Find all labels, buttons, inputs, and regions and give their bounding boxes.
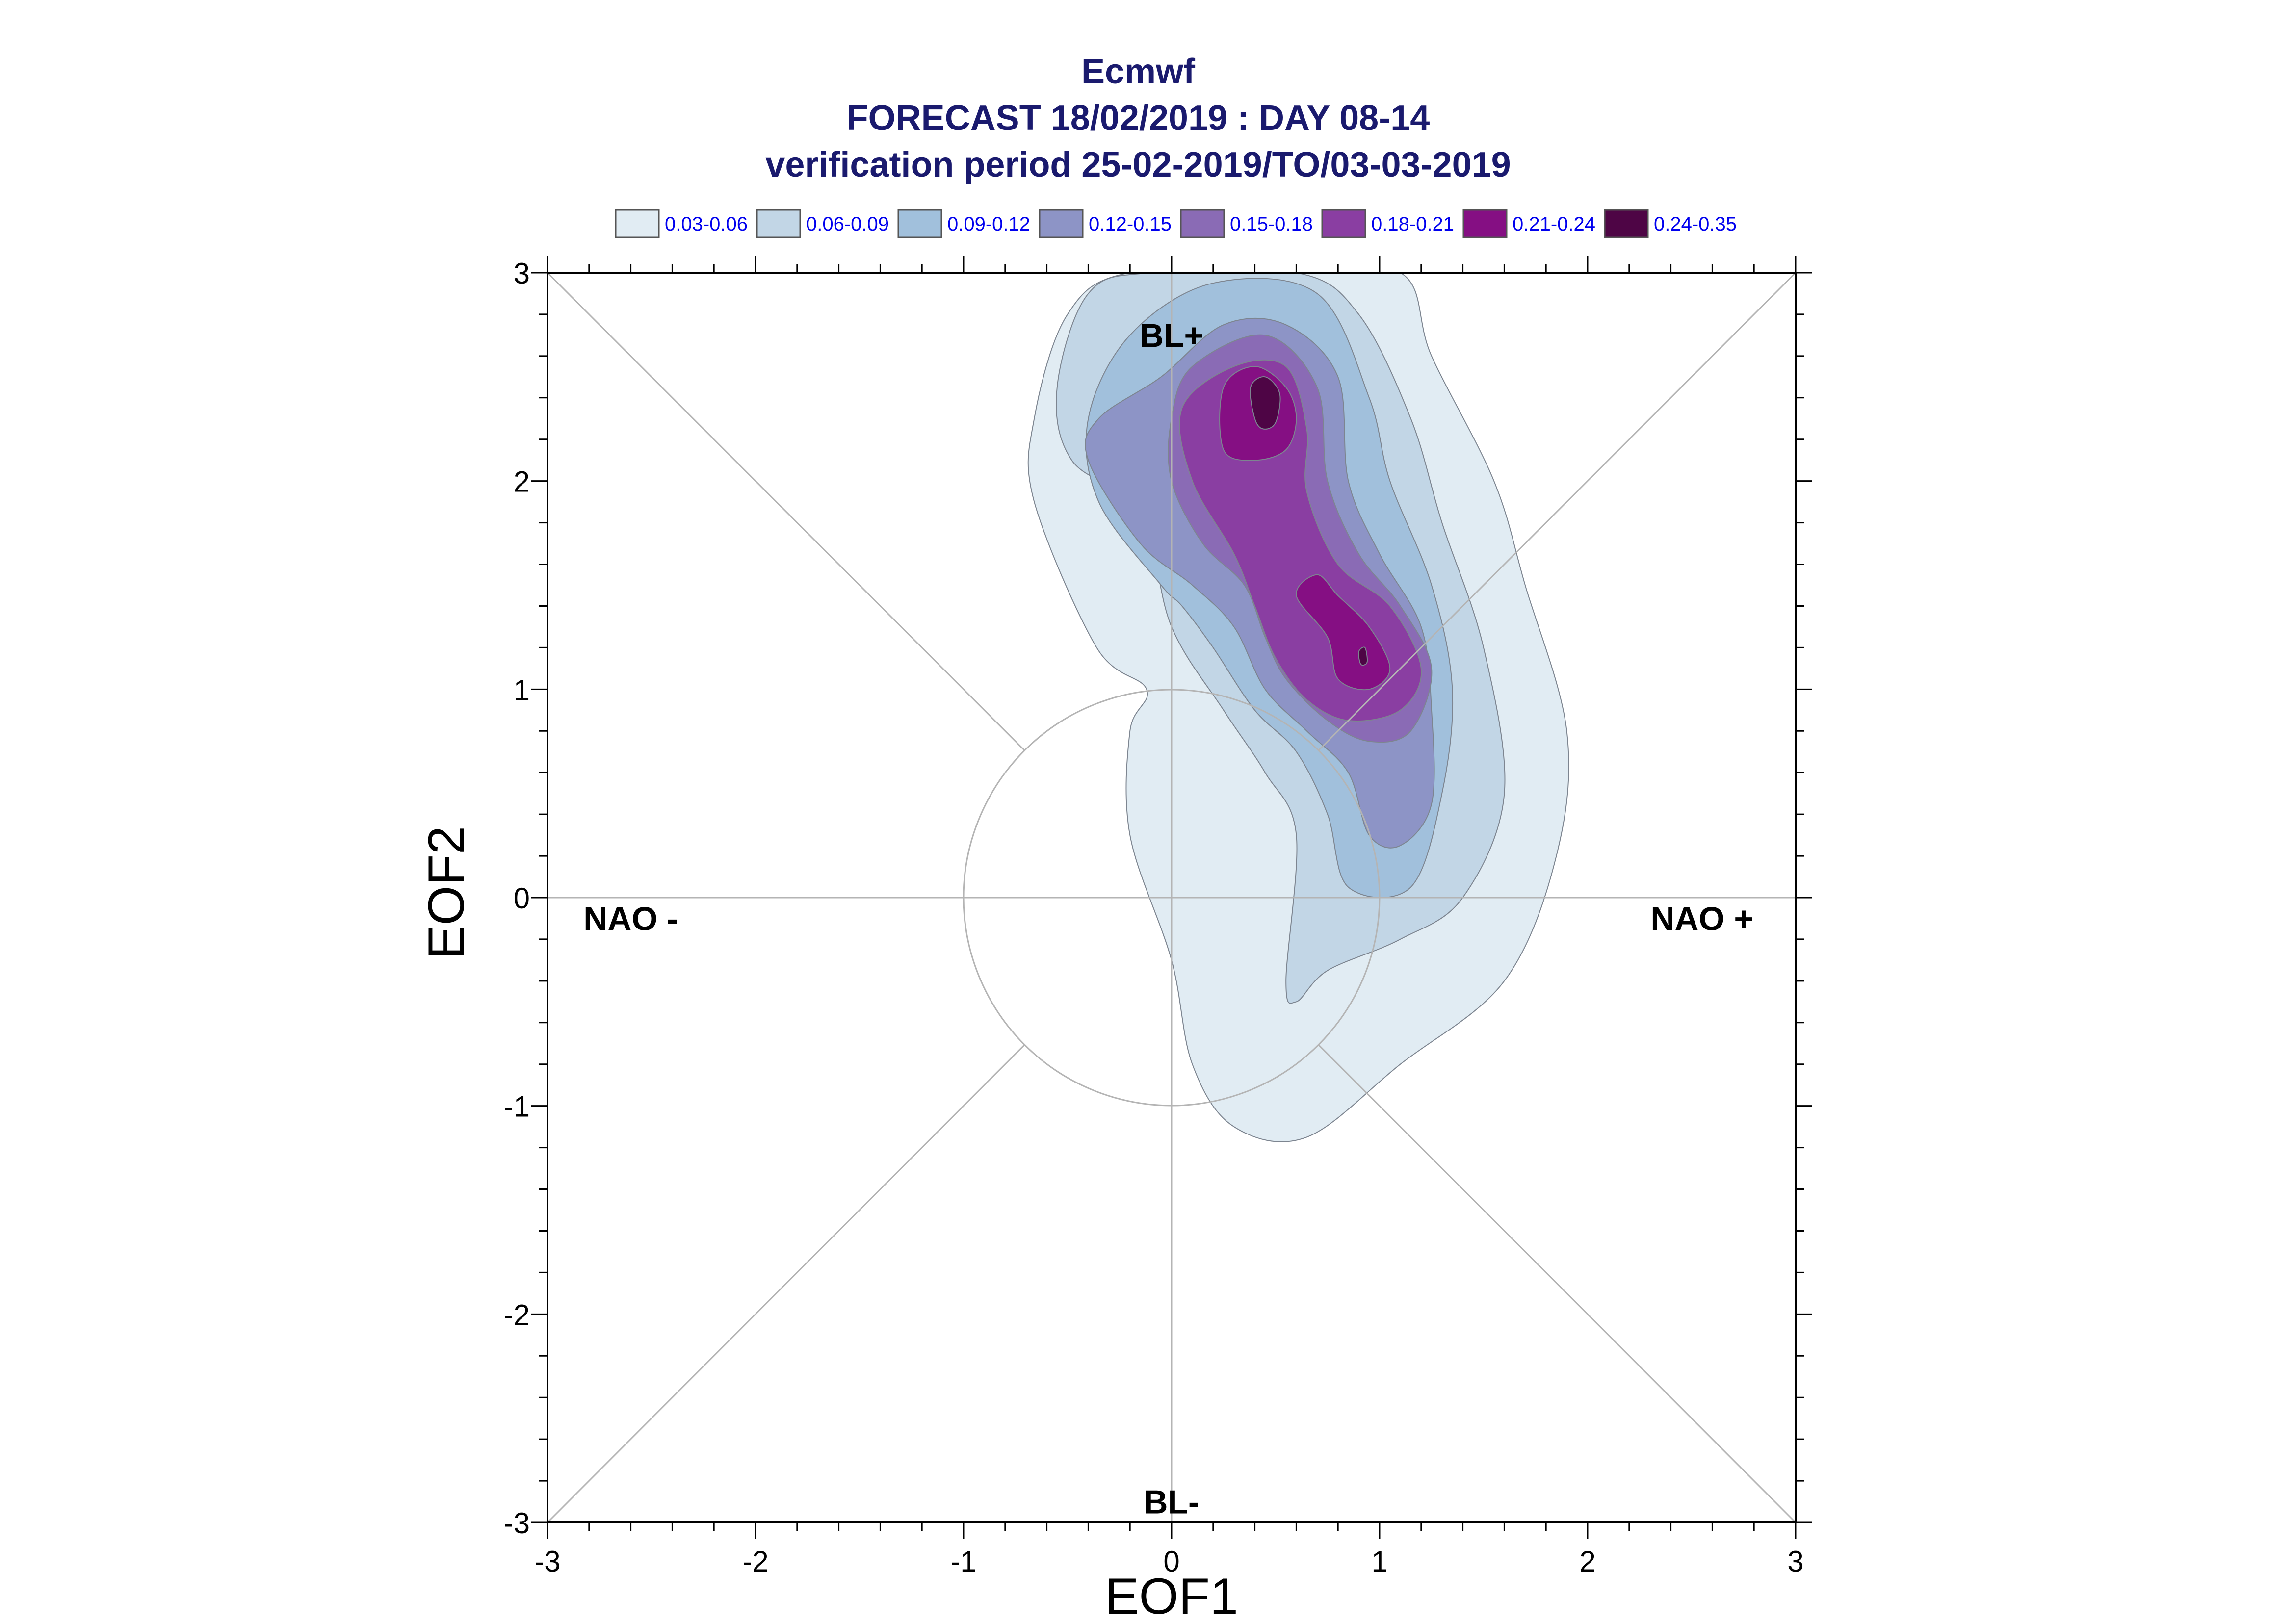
legend-label: 0.18-0.21: [1371, 213, 1454, 235]
y-axis-label: EOF2: [418, 826, 475, 959]
legend-swatch: [897, 209, 942, 238]
legend-swatch: [756, 209, 801, 238]
legend-label: 0.24-0.35: [1654, 213, 1737, 235]
legend-swatch: [1321, 209, 1366, 238]
density-contour-0.24-0.35: [1250, 376, 1281, 430]
x-axis-label: EOF1: [1105, 1568, 1238, 1624]
y-tick-label: -1: [504, 1090, 530, 1123]
legend-swatch: [1039, 209, 1084, 238]
diagonal-line: [1318, 272, 1797, 751]
legend-label: 0.12-0.15: [1089, 213, 1172, 235]
legend-label: 0.03-0.06: [665, 213, 748, 235]
x-tick-label: -3: [534, 1545, 560, 1578]
chart-title: Ecmwf FORECAST 18/02/2019 : DAY 08-14 ve…: [765, 52, 1511, 184]
y-tick-label: 3: [514, 257, 530, 290]
y-tick-label: 0: [514, 882, 530, 915]
density-contour-0.24-0.35: [1358, 646, 1368, 666]
diagonal-line: [1318, 1044, 1797, 1523]
legend-swatch: [615, 209, 660, 238]
x-tick-label: 1: [1371, 1545, 1387, 1578]
title-line-2: FORECAST 18/02/2019 : DAY 08-14: [847, 99, 1430, 138]
region-label: BL+: [1140, 317, 1203, 354]
diagonal-line: [547, 1044, 1025, 1523]
legend-label: 0.06-0.09: [806, 213, 889, 235]
legend-swatch: [1180, 209, 1225, 238]
title-line-1: Ecmwf: [1081, 52, 1196, 91]
y-tick-label: 2: [514, 465, 530, 498]
x-tick-label: 0: [1163, 1545, 1179, 1578]
x-tick-label: -2: [742, 1545, 768, 1578]
axes: -3 -2 -1 0 1 2 3 -3 -2 -1 0 1 2 3: [504, 256, 1812, 1578]
x-tick-label: -1: [950, 1545, 976, 1578]
title-line-3: verification period 25-02-2019/TO/03-03-…: [765, 145, 1511, 184]
y-tick-label: -2: [504, 1298, 530, 1331]
region-label: NAO -: [583, 900, 678, 937]
region-label: BL-: [1144, 1484, 1199, 1521]
legend-swatch: [1604, 209, 1649, 238]
legend: 0.03-0.06 0.06-0.09 0.09-0.12 0.12-0.15 0.15…: [615, 209, 1737, 238]
region-label: NAO +: [1650, 900, 1753, 937]
reference-circle: [963, 689, 1381, 1107]
density-contours: [1027, 273, 1569, 1142]
diagonal-line: [547, 272, 1025, 751]
y-tick-label: 1: [514, 673, 530, 706]
region-labels: BL+ BL- NAO - NAO +: [583, 317, 1753, 1521]
x-tick-label: 2: [1579, 1545, 1595, 1578]
x-tick-label: 3: [1787, 1545, 1803, 1578]
reference-lines: [547, 272, 1797, 1523]
legend-label: 0.09-0.12: [947, 213, 1030, 235]
legend-label: 0.21-0.24: [1513, 213, 1595, 235]
y-tick-label: -3: [504, 1507, 530, 1540]
legend-swatch: [1462, 209, 1508, 238]
legend-label: 0.15-0.18: [1230, 213, 1313, 235]
